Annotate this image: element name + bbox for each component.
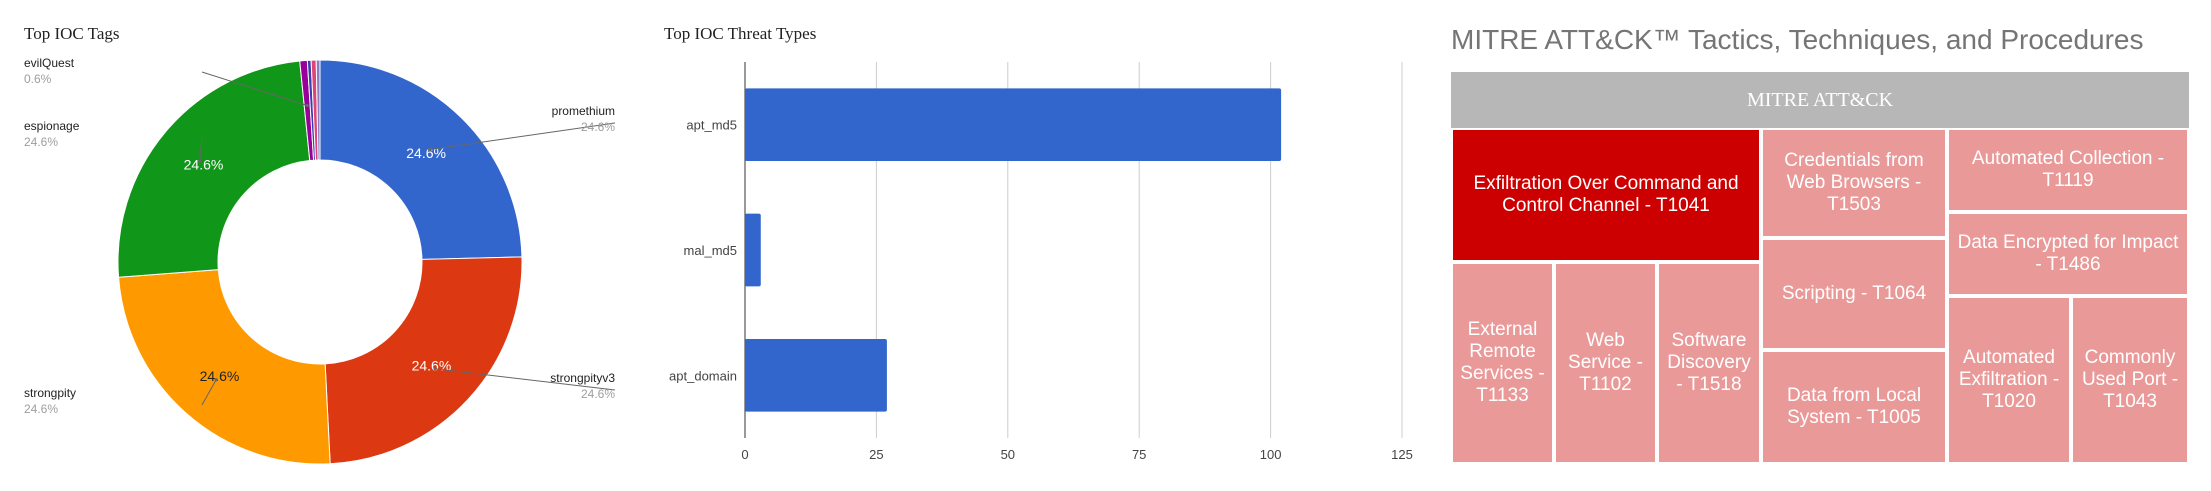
donut-slice-strongpity[interactable] <box>118 269 331 465</box>
treemap-cell[interactable]: Data from Local System - T1005 <box>1761 350 1947 464</box>
donut-legend-pct: 0.6% <box>24 72 52 86</box>
donut-leader-dot <box>214 378 218 382</box>
bar-chart-panel: Top IOC Threat Types 0 25 50 75 100 125 apt_md… <box>640 0 1420 486</box>
donut-legend-label: strongpity <box>24 386 76 400</box>
treemap-cell[interactable]: Scripting - T1064 <box>1761 238 1947 350</box>
donut-leader-line <box>429 122 616 151</box>
bar-category-label: apt_domain <box>669 368 737 383</box>
bar-apt_md5[interactable] <box>745 88 1282 162</box>
bar-chart: 0 25 50 75 100 125 apt_md5 mal_md5 apt_domain <box>669 62 1413 462</box>
donut-legend-label: promethium <box>552 104 615 118</box>
donut-leader-line <box>199 137 203 162</box>
donut-slice-espionage[interactable] <box>117 60 311 278</box>
bar-x-tick-label: 75 <box>1132 447 1146 462</box>
bar-x-tick-label: 125 <box>1391 447 1413 462</box>
donut-leader-line <box>435 368 616 391</box>
bar-x-tick-label: 25 <box>869 447 883 462</box>
donut-leader-dot <box>428 147 432 152</box>
donut-chart-panel: Top IOC Tags 24.6% promethium 24.6% 24.6% st… <box>0 0 640 486</box>
treemap-cell[interactable]: Software Discovery - T1518 <box>1657 262 1761 464</box>
donut-leader-dot <box>305 103 309 108</box>
donut-chart: 24.6% promethium 24.6% 24.6% strongpityv3 24.… <box>24 56 616 465</box>
donut-slice-7[interactable] <box>315 59 321 161</box>
donut-slice-pct-label: 24.6% <box>200 368 240 384</box>
donut-slice-pct-label: 24.6% <box>184 156 224 172</box>
treemap-cell[interactable]: External Remote Services - T1133 <box>1451 262 1554 464</box>
treemap-root-header[interactable]: MITRE ATT&CK <box>1451 72 2189 128</box>
treemap-cell[interactable]: Commonly Used Port - T1043 <box>2071 296 2189 464</box>
bar-x-tick-label: 0 <box>741 447 748 462</box>
donut-legend-pct: 24.6% <box>581 120 615 134</box>
donut-legend-label: evilQuest <box>24 56 75 70</box>
treemap-cell[interactable]: Web Service - T1102 <box>1554 262 1657 464</box>
treemap-cell[interactable]: Data Encrypted for Impact - T1486 <box>1947 212 2189 296</box>
bar-x-tick-label: 100 <box>1260 447 1282 462</box>
treemap-cell[interactable]: Automated Collection - T1119 <box>1947 128 2189 212</box>
treemap-panel: MITRE ATT&CK™ Tactics, Techniques, and P… <box>1430 0 2211 486</box>
donut-slice-pct-label: 24.6% <box>412 357 452 373</box>
donut-legend-label: espionage <box>24 119 80 133</box>
donut-slice-strongpityv3[interactable] <box>324 256 523 465</box>
donut-legend-label: strongpityv3 <box>550 371 615 385</box>
donut-chart-title: Top IOC Tags <box>24 24 120 43</box>
donut-leader-dot <box>198 159 202 163</box>
donut-legend-pct: 24.6% <box>24 402 58 416</box>
treemap-cell[interactable]: Credentials from Web Browsers - T1503 <box>1761 128 1947 238</box>
donut-leader-line <box>201 71 308 106</box>
treemap-cell[interactable]: Automated Exfiltration - T1020 <box>1947 296 2071 464</box>
donut-legend-pct: 24.6% <box>24 135 58 149</box>
treemap-title: MITRE ATT&CK™ Tactics, Techniques, and P… <box>1451 24 2144 55</box>
bar-apt_domain[interactable] <box>745 338 887 412</box>
bar-x-tick-label: 50 <box>1001 447 1015 462</box>
treemap-cell[interactable]: Exfiltration Over Command and Control Ch… <box>1451 128 1761 262</box>
bar-category-label: apt_md5 <box>686 118 737 133</box>
donut-leader-line <box>201 379 217 406</box>
donut-leader-dot <box>433 367 437 371</box>
donut-slice-pct-label: 24.6% <box>406 145 446 161</box>
bar-mal_md5[interactable] <box>745 213 761 287</box>
donut-legend-pct: 24.6% <box>581 387 615 401</box>
bar-category-label: mal_md5 <box>684 243 737 258</box>
bar-chart-title: Top IOC Threat Types <box>664 24 817 43</box>
donut-slice-promethium[interactable] <box>319 59 523 260</box>
